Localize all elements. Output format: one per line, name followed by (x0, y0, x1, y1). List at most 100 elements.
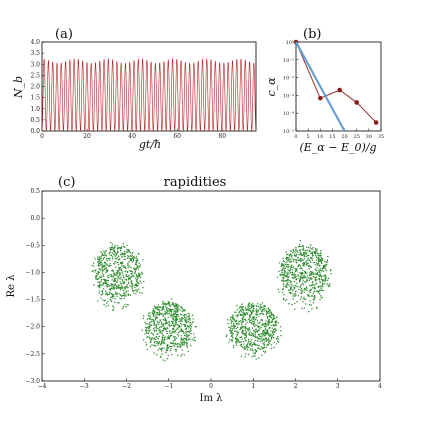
panel-c-point (120, 295, 123, 297)
panel-c-point (176, 354, 179, 357)
panel-c-point (106, 275, 109, 277)
panel-c-point (299, 285, 302, 287)
panel-c-point (311, 287, 314, 289)
panel-c-point (178, 320, 180, 323)
panel-c-point (316, 272, 319, 274)
panel-c-point (185, 328, 187, 330)
panel-c-point (135, 283, 137, 286)
panel-c-point (319, 259, 321, 261)
panel-c-point (256, 344, 259, 346)
panel-c-point (311, 251, 313, 254)
panel-c-point (160, 342, 163, 345)
panel-c-point (242, 312, 244, 314)
panel-c-point (273, 341, 275, 344)
panel-c-point (125, 278, 128, 281)
panel-c-point (161, 347, 163, 350)
panel-c-point (295, 246, 297, 249)
panel-a-yticks: 0.00.51.01.52.02.53.03.54.0 (30, 39, 45, 135)
panel-c-point (142, 339, 145, 341)
panel-c-point (308, 311, 310, 313)
panel-c-point (280, 334, 282, 337)
panel-c-point (177, 308, 179, 310)
panel-c-point (170, 316, 172, 318)
panel-c-point (314, 248, 317, 250)
panel-c-point (241, 306, 244, 308)
panel-c-point (147, 329, 149, 331)
panel-c-point (103, 265, 106, 267)
panel-c-point (142, 315, 145, 317)
panel-c-point (296, 282, 298, 284)
panel-c-point (129, 252, 132, 254)
panel-c-point (100, 261, 103, 264)
panel-c-point (286, 265, 288, 268)
panel-b-ytick-label: 10⁻² (283, 76, 294, 82)
panel-c-point (250, 303, 252, 306)
panel-c-point (294, 253, 296, 255)
panel-c-point (281, 265, 283, 268)
panel-c-point (263, 304, 265, 307)
panel-c-point (183, 339, 185, 341)
panel-c-point (180, 355, 182, 357)
panel-b-ytick-label: 10⁻⁵ (283, 129, 294, 135)
panel-a-ytick-label: 3.0 (30, 61, 40, 68)
panel-c-point (166, 312, 168, 314)
panel-c-point (264, 327, 267, 329)
panel-c-point (263, 329, 265, 331)
panel-c-point (249, 321, 251, 324)
panel-c-point (241, 317, 244, 319)
panel-c-point (235, 342, 238, 344)
panel-c-point (132, 256, 134, 259)
panel-c-point (238, 307, 240, 309)
panel-c-point (186, 333, 188, 335)
panel-c-point (114, 257, 116, 260)
panel-c-point (160, 326, 162, 328)
panel-c-point (159, 319, 162, 321)
panel-c-point (241, 314, 243, 316)
panel-c-point (253, 316, 255, 318)
panel-c-point (282, 283, 285, 286)
panel-c-point (99, 260, 101, 262)
panel-c-point (259, 308, 261, 310)
panel-c-point (295, 248, 297, 251)
panel-c-point (123, 281, 126, 283)
panel-c-point (169, 342, 172, 344)
panel-c-point (128, 274, 130, 277)
panel-c-point (320, 275, 322, 277)
panel-c-point (101, 272, 104, 274)
panel-c-point (127, 304, 129, 306)
panel-c-point (249, 340, 251, 343)
panel-c-point (304, 298, 307, 301)
panel-c-point (170, 348, 172, 350)
panel-c-point (259, 306, 261, 308)
panel-c-point (153, 319, 155, 322)
panel-c-point (136, 259, 139, 262)
panel-c-point (110, 249, 112, 251)
panel-c-point (245, 319, 247, 322)
panel-c-point (114, 251, 116, 254)
panel-b-label: (b) (303, 27, 321, 42)
panel-c-point (246, 328, 249, 330)
panel-c-point (107, 304, 110, 307)
panel-c-point (118, 287, 120, 290)
panel-c-point (312, 273, 315, 275)
panel-c-point (286, 279, 288, 282)
panel-c-point (167, 354, 170, 357)
panel-c-point (285, 258, 288, 261)
panel-c-point (306, 277, 308, 279)
panel-c-point (290, 266, 293, 268)
panel-c-point (110, 254, 113, 257)
panel-c-point (158, 321, 160, 323)
panel-c-point (187, 339, 190, 341)
panel-c-point (177, 334, 179, 336)
panel-c-point (159, 331, 161, 334)
panel-c-point (292, 251, 294, 254)
panel-c-point (116, 292, 118, 295)
panel-c-point (161, 313, 163, 315)
panel-c-point (308, 268, 310, 270)
panel-c-point (164, 360, 166, 362)
panel-c-point (320, 289, 322, 291)
panel-c-point (258, 333, 261, 336)
panel-c-point (127, 264, 129, 267)
panel-c-point (160, 341, 163, 343)
panel-c-point (239, 320, 242, 322)
